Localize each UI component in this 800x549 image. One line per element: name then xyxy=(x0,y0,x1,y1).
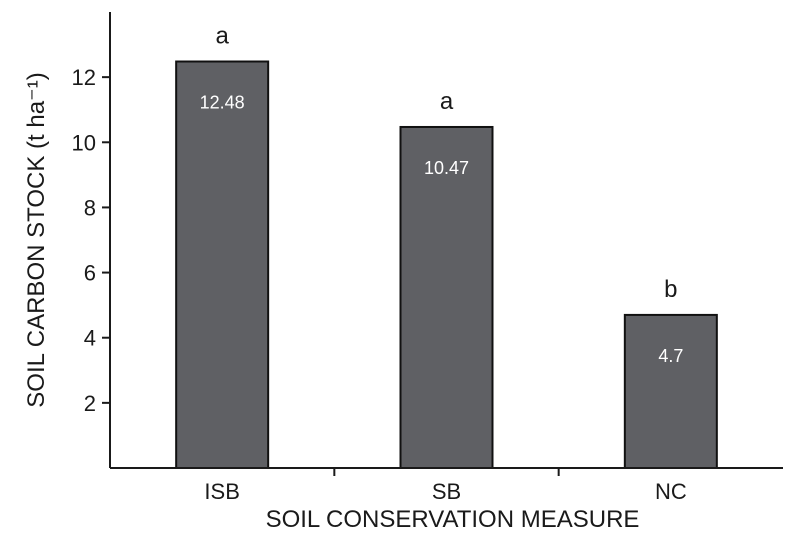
x-category-label: ISB xyxy=(204,479,239,504)
significance-letter: a xyxy=(440,88,454,115)
x-axis-title: SOIL CONSERVATION MEASURE xyxy=(266,506,640,533)
y-tick-label: 6 xyxy=(84,261,96,286)
bar-sb xyxy=(399,125,494,469)
y-tick-label: 2 xyxy=(84,391,96,416)
x-ticks-layer: ISB SB NC xyxy=(204,468,687,504)
y-ticks-layer: 2 4 6 8 10 12 xyxy=(72,65,110,416)
bar-isb xyxy=(175,60,270,469)
y-tick-label: 10 xyxy=(72,130,96,155)
significance-letter: a xyxy=(215,23,229,50)
bars-layer: 12.48 a 10.47 a 4.7 b xyxy=(175,23,718,469)
x-category-label: SB xyxy=(432,479,461,504)
significance-letter: b xyxy=(664,276,677,303)
y-tick-label: 4 xyxy=(84,326,96,351)
y-tick-label: 8 xyxy=(84,195,96,220)
bar-value-label: 4.7 xyxy=(658,346,683,366)
bar-nc xyxy=(623,313,718,469)
y-axis-title: SOIL CARBON STOCK (t ha⁻¹) xyxy=(23,72,50,407)
y-tick-label: 12 xyxy=(72,65,96,90)
bar-value-label: 10.47 xyxy=(424,158,469,178)
x-category-label: NC xyxy=(655,479,687,504)
bar-value-label: 12.48 xyxy=(200,93,245,113)
